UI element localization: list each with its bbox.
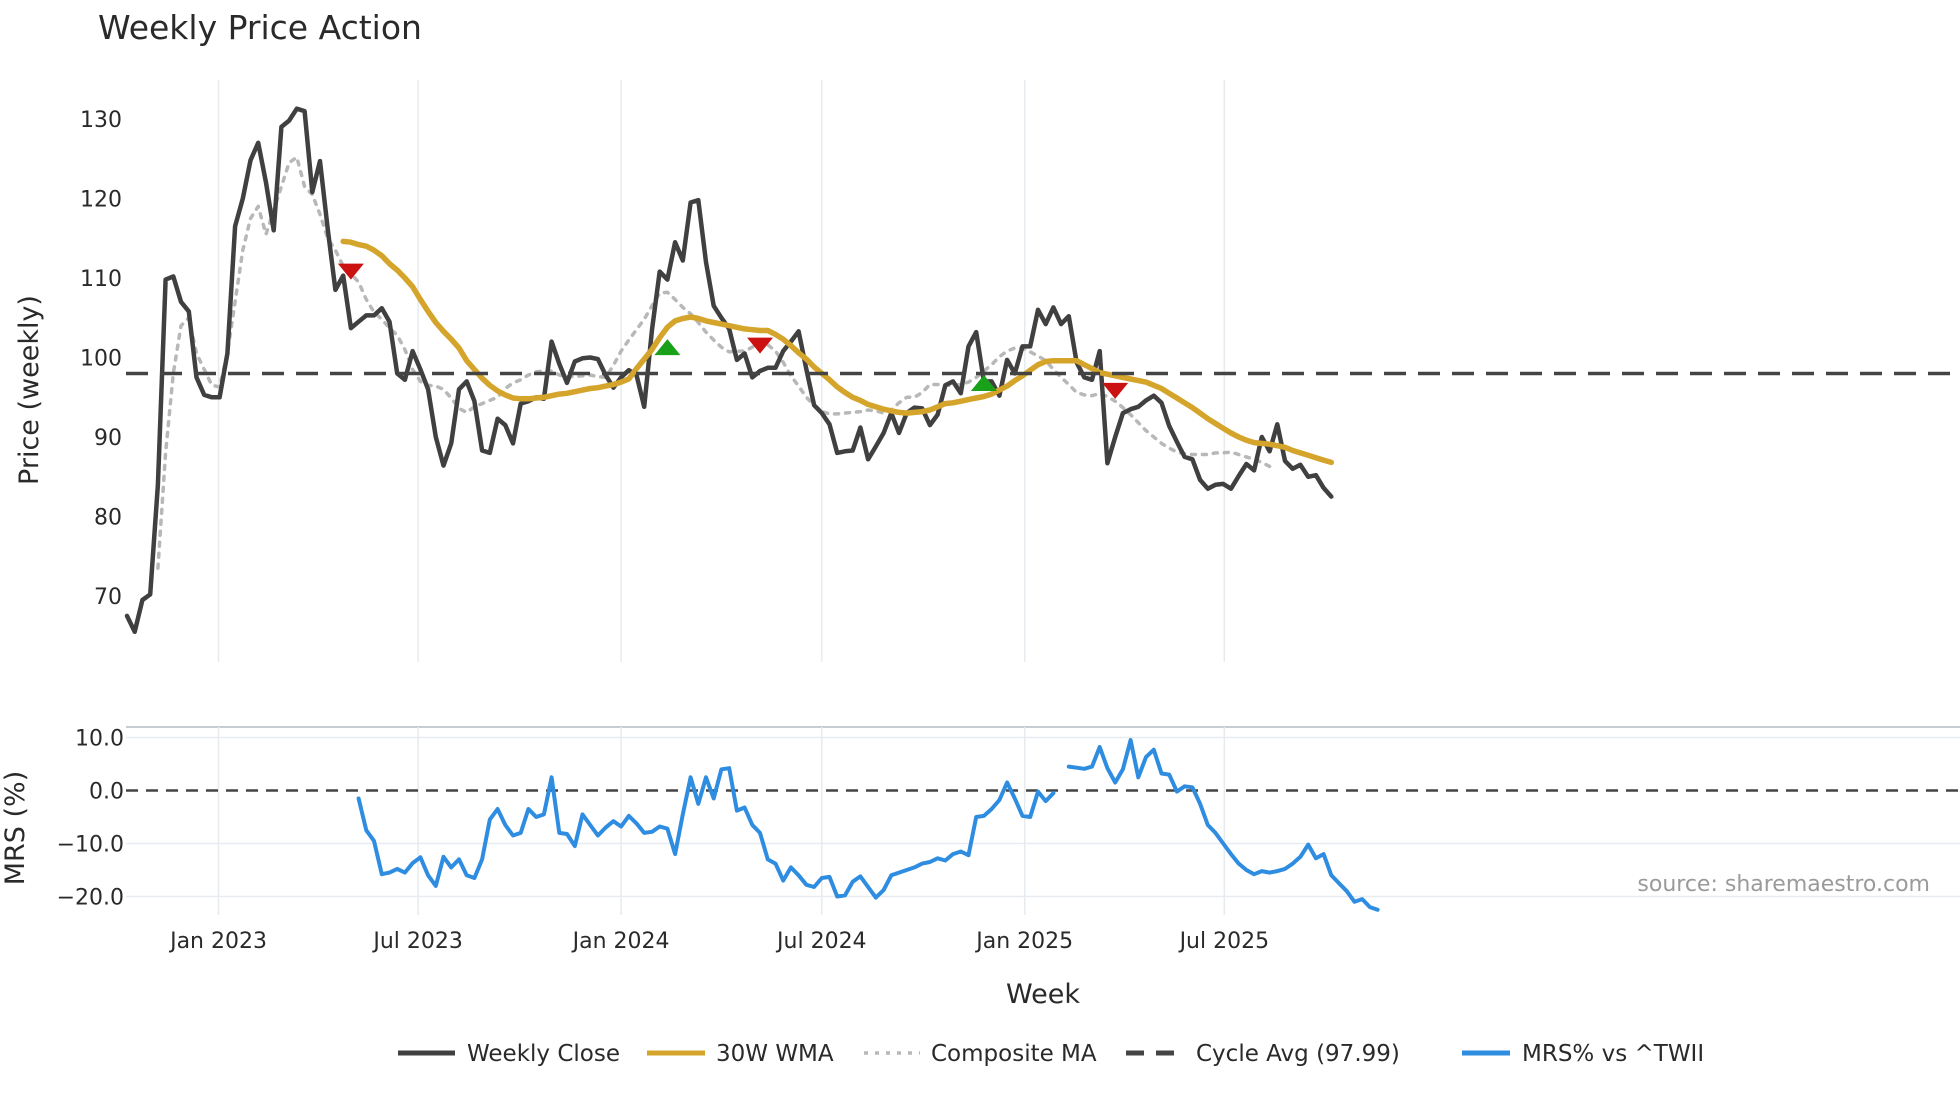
sell-signal-marker [1102, 382, 1129, 399]
x-tick-label: Jul 2023 [371, 929, 463, 954]
legend: Weekly Close 30W WMA Composite MA Cycle … [398, 1041, 1704, 1067]
price-vertical-gridlines [217, 80, 1226, 662]
mrs-panel: 10.0 0.0 −10.0 −20.0 [57, 726, 1960, 915]
mrs-y-tick-label: −10.0 [57, 833, 124, 858]
series-line-weekly-close [124, 106, 1334, 635]
price-y-tick-label: 70 [94, 585, 122, 610]
mrs-y-tick-label: 0.0 [89, 780, 124, 805]
mrs-y-ticks: 10.0 0.0 −10.0 −20.0 [57, 727, 124, 911]
series-line-mrs [356, 738, 1380, 912]
buy-signal-marker [970, 374, 997, 391]
series-line-30w-wma [340, 238, 1335, 466]
legend-label-weekly-close[interactable]: Weekly Close [467, 1041, 620, 1067]
signal-markers [337, 263, 1129, 399]
mrs-y-tick-label: −20.0 [57, 886, 124, 911]
mrs-y-axis-label: MRS (%) [0, 771, 31, 886]
x-axis-label: Week [1006, 979, 1080, 1010]
x-tick-label: Jan 2025 [974, 929, 1073, 954]
price-y-tick-label: 80 [94, 506, 122, 531]
buy-signal-marker [654, 339, 681, 356]
price-y-tick-label: 120 [80, 188, 122, 213]
source-annotation: source: sharemaestro.com [1637, 872, 1930, 897]
legend-label-mrs[interactable]: MRS% vs ^TWII [1522, 1041, 1704, 1067]
x-tick-label: Jan 2023 [168, 929, 267, 954]
mrs-series [126, 738, 1960, 912]
legend-label-cycle-avg[interactable]: Cycle Avg (97.99) [1196, 1041, 1400, 1067]
mrs-y-tick-label: 10.0 [75, 727, 124, 752]
x-tick-label: Jan 2024 [571, 929, 670, 954]
legend-label-30w-wma[interactable]: 30W WMA [716, 1041, 834, 1067]
price-y-tick-label: 110 [80, 267, 122, 292]
sell-signal-marker [747, 337, 774, 354]
price-y-ticks: 70 80 90 100 110 120 130 [80, 108, 122, 610]
legend-label-composite-ma[interactable]: Composite MA [931, 1041, 1097, 1067]
price-y-tick-label: 90 [94, 426, 122, 451]
price-series [124, 106, 1960, 635]
mrs-gridlines [126, 727, 1960, 915]
price-y-axis-label: Price (weekly) [14, 295, 45, 485]
x-tick-label: Jul 2025 [1178, 929, 1270, 954]
sell-signal-marker [337, 263, 364, 280]
x-axis-ticks: Jan 2023 Jul 2023 Jan 2024 Jul 2024 Jan 2025… [168, 929, 1269, 954]
chart-title: Weekly Price Action [98, 8, 422, 47]
price-y-tick-label: 130 [80, 108, 122, 133]
price-y-tick-label: 100 [80, 347, 122, 372]
price-panel: 70 80 90 100 110 120 130 [80, 80, 1960, 662]
x-tick-label: Jul 2024 [775, 929, 867, 954]
